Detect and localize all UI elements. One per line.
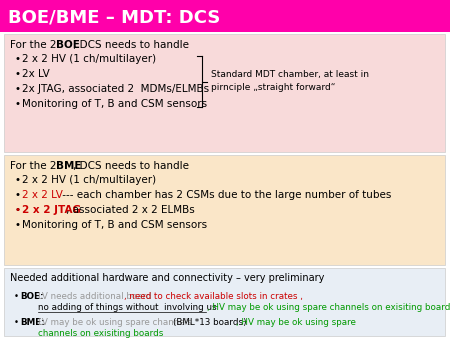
Text: 2 x 2 HV (1 ch/multilayer): 2 x 2 HV (1 ch/multilayer) — [22, 175, 156, 185]
Text: BOE/BME – MDT: DCS: BOE/BME – MDT: DCS — [8, 9, 220, 27]
Text: 2 x 2 HV (1 ch/multilayer): 2 x 2 HV (1 ch/multilayer) — [22, 54, 156, 64]
Text: , HV may be ok using spare: , HV may be ok using spare — [236, 318, 356, 327]
FancyBboxPatch shape — [4, 268, 445, 336]
Text: •: • — [14, 318, 19, 327]
Text: , need to check available slots in crates ,: , need to check available slots in crate… — [124, 292, 303, 301]
Text: BOE: BOE — [56, 40, 80, 50]
Text: pirnciple „straight forward“: pirnciple „straight forward“ — [211, 83, 335, 92]
Text: , DCS needs to handle: , DCS needs to handle — [73, 40, 189, 50]
Text: Monitoring of T, B and CSM sensors: Monitoring of T, B and CSM sensors — [22, 99, 207, 109]
Text: (BML*13 boards): (BML*13 boards) — [173, 318, 247, 327]
Text: For the 2: For the 2 — [10, 40, 60, 50]
Text: 2 x 2 JTAG: 2 x 2 JTAG — [22, 205, 81, 215]
Text: •: • — [14, 84, 20, 94]
Text: LV may be ok using spare channels: LV may be ok using spare channels — [38, 318, 192, 327]
Text: Standard MDT chamber, at least in: Standard MDT chamber, at least in — [211, 70, 369, 79]
Text: For the 2: For the 2 — [10, 161, 60, 171]
Text: •: • — [14, 54, 20, 64]
Text: BME: BME — [56, 161, 81, 171]
Text: channels on exisiting boards: channels on exisiting boards — [38, 329, 163, 338]
Text: 2x JTAG, associated 2  MDMs/ELMBs: 2x JTAG, associated 2 MDMs/ELMBs — [22, 84, 209, 94]
Text: •: • — [14, 190, 20, 200]
Text: •: • — [14, 69, 20, 79]
Text: , associated 2 x 2 ELMBs: , associated 2 x 2 ELMBs — [66, 205, 195, 215]
FancyBboxPatch shape — [4, 155, 445, 265]
Text: •: • — [14, 292, 19, 301]
Text: , HV may be ok using spare channels on exisiting boards: , HV may be ok using spare channels on e… — [207, 303, 450, 312]
Text: •: • — [14, 175, 20, 185]
Text: •: • — [14, 99, 20, 109]
Text: , DCS needs to handle: , DCS needs to handle — [73, 161, 189, 171]
Text: •: • — [14, 220, 20, 230]
Text: BOE:: BOE: — [20, 292, 44, 301]
FancyBboxPatch shape — [0, 0, 450, 32]
Text: •: • — [14, 205, 20, 215]
Text: no adding of things without  involving us: no adding of things without involving us — [38, 303, 216, 312]
Text: --- each chamber has 2 CSMs due to the large number of tubes: --- each chamber has 2 CSMs due to the l… — [59, 190, 392, 200]
Text: •: • — [14, 205, 20, 215]
Text: Monitoring of T, B and CSM sensors: Monitoring of T, B and CSM sensors — [22, 220, 207, 230]
Text: 2 x 2 LV: 2 x 2 LV — [22, 190, 63, 200]
Text: 2x LV: 2x LV — [22, 69, 50, 79]
Text: BME:: BME: — [20, 318, 45, 327]
FancyBboxPatch shape — [4, 34, 445, 152]
Text: LV needs additional board: LV needs additional board — [38, 292, 152, 301]
Text: Needed additional hardware and connectivity – very preliminary: Needed additional hardware and connectiv… — [10, 273, 324, 283]
